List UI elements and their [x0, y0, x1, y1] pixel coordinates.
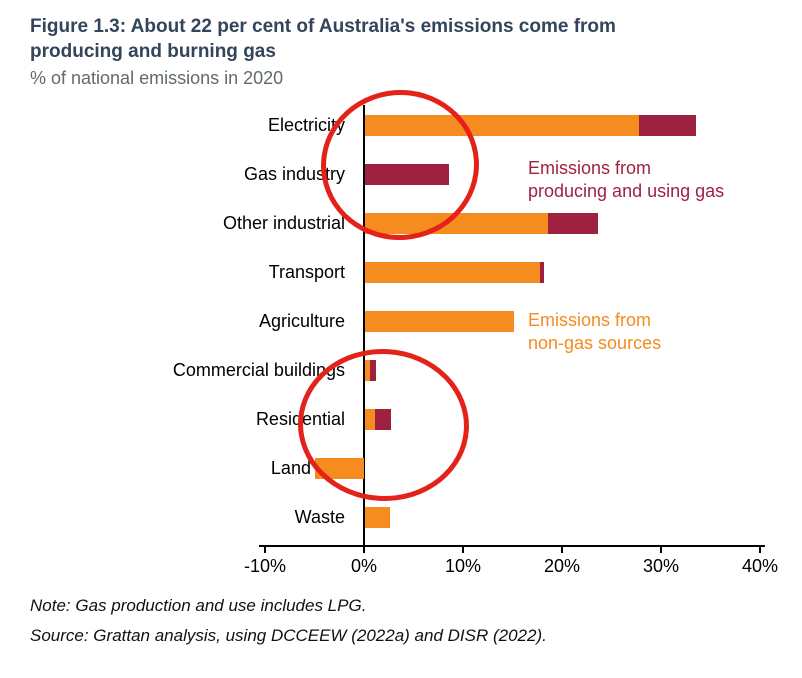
bar-segment-gas [365, 164, 450, 186]
x-axis-tick-label: -10% [243, 556, 287, 577]
figure-subtitle: % of national emissions in 2020 [30, 68, 284, 89]
bar-segment-non-gas [365, 507, 390, 529]
x-axis-tick [561, 547, 563, 554]
category-label: Agriculture [258, 311, 345, 332]
category-label: Residential [255, 409, 345, 430]
legend-gas-line2: producing and using gas [528, 181, 725, 202]
bar-segment-gas [369, 360, 376, 382]
category-label: Gas industry [243, 164, 345, 185]
legend-non-gas-line2: non-gas sources [528, 333, 662, 354]
category-label: Commercial buildings [172, 360, 345, 381]
note-text: Note: Gas production and use includes LP… [30, 596, 367, 616]
x-axis-tick [759, 547, 761, 554]
legend-non-gas-label: Emissions from non-gas sources [528, 309, 661, 355]
figure-notes: Note: Gas production and use includes LP… [0, 581, 802, 651]
category-label: Waste [294, 507, 345, 528]
x-axis-tick [363, 547, 365, 554]
x-axis-tick-label: 30% [642, 556, 680, 577]
x-axis-tick-label: 0% [350, 556, 377, 577]
x-axis-line [259, 545, 765, 548]
bar-segment-gas [548, 213, 598, 235]
bar-segment-non-gas [365, 360, 370, 382]
bar-segment-non-gas [365, 409, 375, 431]
bar-segment-gas [374, 409, 391, 431]
x-axis-tick [660, 547, 662, 554]
x-axis-tick [264, 547, 266, 554]
figure-title: Figure 1.3: About 22 per cent of Austral… [30, 16, 616, 63]
x-axis-tick-label: 40% [741, 556, 779, 577]
legend-gas-line1: Emissions from [528, 158, 652, 179]
category-label: Land use [270, 458, 345, 479]
source-text: Source: Grattan analysis, using DCCEEW (… [30, 625, 547, 645]
bar-segment-gas [639, 115, 696, 137]
bar-segment-gas [540, 262, 545, 284]
x-axis-tick [462, 547, 464, 554]
legend-gas-label: Emissions from producing and using gas [528, 157, 724, 203]
legend-non-gas-line1: Emissions from [528, 310, 652, 331]
category-label: Electricity [267, 115, 345, 136]
bar-segment-non-gas [315, 458, 364, 480]
x-axis-tick-label: 10% [444, 556, 482, 577]
category-label: Other industrial [222, 213, 345, 234]
bar-segment-non-gas [365, 115, 640, 137]
category-label: Transport [268, 262, 345, 283]
bar-segment-non-gas [365, 213, 549, 235]
bar-segment-non-gas [365, 311, 514, 333]
figure-header: Figure 1.3: About 22 per cent of Austral… [0, 0, 802, 89]
bar-chart: Emissions from producing and using gas E… [0, 101, 802, 581]
zero-axis-line [363, 105, 365, 546]
x-axis-tick-label: 20% [543, 556, 581, 577]
bar-segment-non-gas [365, 262, 541, 284]
